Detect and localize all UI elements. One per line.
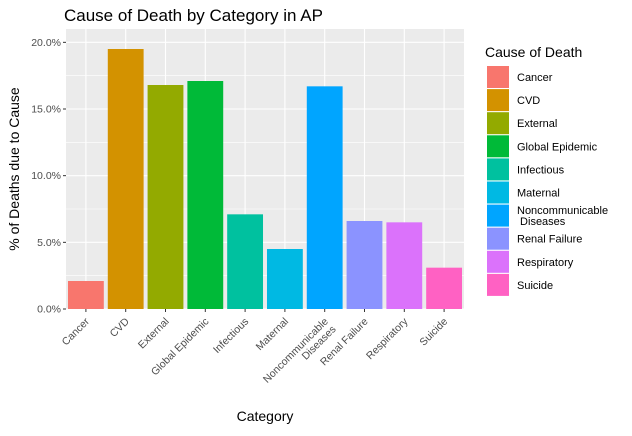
y-axis-title: % of Deaths due to Cause — [6, 87, 22, 251]
chart-title: Cause of Death by Category in AP — [64, 6, 323, 25]
x-tick-label: Infectious — [211, 316, 251, 356]
x-tick-label: Cancer — [60, 315, 93, 348]
legend-items: Cancer CVD External Global Epidemic Infectio… — [487, 66, 608, 296]
legend-label: CVD — [517, 95, 540, 107]
legend-label: Noncommunicable Diseases — [517, 205, 608, 228]
bar — [426, 267, 463, 309]
bar — [227, 214, 264, 309]
y-tick-label: 0.0% — [37, 304, 61, 316]
legend-key — [487, 227, 509, 250]
legend-label: External — [517, 118, 557, 130]
bar — [187, 81, 224, 309]
y-tick-label: 20.0% — [31, 37, 61, 49]
legend-key — [487, 204, 509, 227]
legend-label: Renal Failure — [517, 234, 582, 246]
bar — [147, 85, 184, 309]
y-axis-ticks: 0.0% 5.0% 10.0% 15.0% 20.0% — [31, 37, 66, 316]
legend-key — [487, 250, 509, 273]
bar — [306, 86, 343, 309]
x-tick-label: CVD — [108, 315, 132, 339]
y-tick-label: 15.0% — [31, 104, 61, 116]
legend-key — [487, 89, 509, 112]
bar — [107, 49, 144, 309]
x-tick-label: Respiratory — [364, 315, 411, 362]
bar — [266, 249, 303, 309]
legend-key — [487, 158, 509, 181]
bar — [386, 222, 423, 309]
legend-key — [487, 181, 509, 204]
legend-label: Cancer — [517, 72, 553, 84]
legend-label: Global Epidemic — [517, 141, 598, 153]
legend-label: Infectious — [517, 164, 565, 176]
y-tick-label: 5.0% — [37, 237, 61, 249]
legend-key — [487, 112, 509, 135]
x-tick-label: External — [136, 316, 172, 352]
x-axis-title: Category — [237, 408, 294, 424]
legend-key — [487, 135, 509, 158]
x-tick-label: Maternal — [254, 316, 291, 353]
legend-key — [487, 273, 509, 296]
legend-label: Suicide — [517, 280, 553, 292]
bar — [346, 221, 383, 309]
legend: Cause of Death Cancer CVD External Global E… — [485, 44, 608, 296]
legend-key — [487, 66, 509, 88]
x-tick-label: Suicide — [417, 316, 450, 349]
bars — [67, 49, 463, 309]
legend-label: Maternal — [517, 188, 560, 200]
y-tick-label: 10.0% — [31, 170, 61, 182]
bar — [67, 281, 104, 309]
legend-title: Cause of Death — [485, 44, 582, 60]
legend-label: Respiratory — [517, 257, 574, 269]
